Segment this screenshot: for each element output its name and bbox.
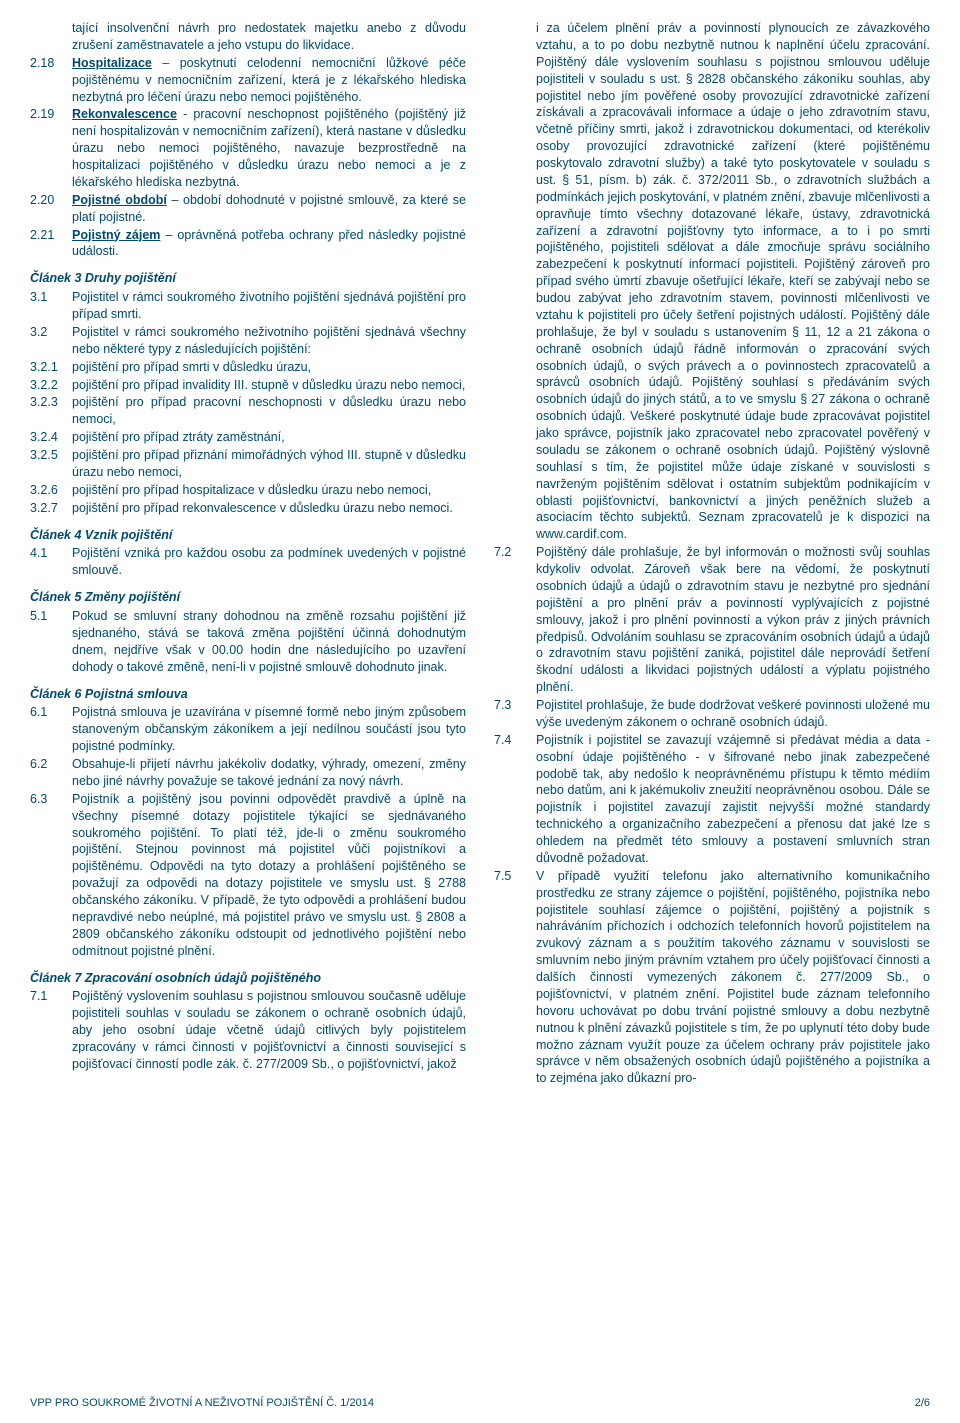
clause-3-2-5: 3.2.5pojištění pro případ přiznání mimoř…: [30, 447, 466, 481]
clause-2-19: 2.19 Rekonvalescence - pracovní neschopn…: [30, 106, 466, 190]
clause-7-5: 7.5V případě využití telefonu jako alter…: [494, 868, 930, 1087]
text: Rekonvalescence - pracovní neschopnost p…: [72, 106, 466, 190]
clause-2-17-cont: tající insolvenční návrh pro nedostatek …: [30, 20, 466, 54]
clause-3-2-7: 3.2.7pojištění pro případ rekonvalescenc…: [30, 500, 466, 517]
clause-2-20: 2.20 Pojistné období – období dohodnuté …: [30, 192, 466, 226]
text: Pojistné období – období dohodnuté v poj…: [72, 192, 466, 226]
text: tající insolvenční návrh pro nedostatek …: [72, 20, 466, 54]
footer-title: VPP PRO SOUKROMÉ ŽIVOTNÍ A NEŽIVOTNÍ POJ…: [30, 1396, 374, 1411]
number: 2.21: [30, 227, 72, 261]
clause-7-1-cont: i za účelem plnění práv a povinností ply…: [494, 20, 930, 543]
clause-2-21: 2.21 Pojistný zájem – oprávněná potřeba …: [30, 227, 466, 261]
text: Pojistný zájem – oprávněná potřeba ochra…: [72, 227, 466, 261]
clause-3-2-3: 3.2.3pojištění pro případ pracovní nesch…: [30, 394, 466, 428]
page-number: 2/6: [915, 1396, 930, 1411]
clause-2-18: 2.18 Hospitalizace – poskytnutí celodenn…: [30, 55, 466, 106]
number: 2.19: [30, 106, 72, 190]
number: 2.18: [30, 55, 72, 106]
clause-3-2-4: 3.2.4pojištění pro případ ztráty zaměstn…: [30, 429, 466, 446]
text: i za účelem plnění práv a povinností ply…: [536, 20, 930, 543]
two-column-layout: tající insolvenční návrh pro nedostatek …: [30, 20, 930, 1088]
clause-4-1: 4.1Pojištění vzniká pro každou osobu za …: [30, 545, 466, 579]
article-4-heading: Článek 4 Vznik pojištění: [30, 527, 466, 544]
clause-3-2-6: 3.2.6pojištění pro případ hospitalizace …: [30, 482, 466, 499]
clause-3-2-2: 3.2.2pojištění pro případ invalidity III…: [30, 377, 466, 394]
left-column: tající insolvenční návrh pro nedostatek …: [30, 20, 466, 1088]
right-column: i za účelem plnění práv a povinností ply…: [494, 20, 930, 1088]
clause-7-4: 7.4Pojistník i pojistitel se zavazují vz…: [494, 732, 930, 867]
clause-7-1: 7.1Pojištěný vyslovením souhlasu s pojis…: [30, 988, 466, 1072]
article-3-heading: Článek 3 Druhy pojištění: [30, 270, 466, 287]
clause-3-2: 3.2Pojistitel v rámci soukromého neživot…: [30, 324, 466, 358]
clause-7-3: 7.3Pojistitel prohlašuje, že bude dodržo…: [494, 697, 930, 731]
clause-3-1: 3.1Pojistitel v rámci soukromého životní…: [30, 289, 466, 323]
number: 2.20: [30, 192, 72, 226]
clause-3-2-1: 3.2.1pojištění pro případ smrti v důsled…: [30, 359, 466, 376]
clause-5-1: 5.1Pokud se smluvní strany dohodnou na z…: [30, 608, 466, 676]
article-7-heading: Článek 7 Zpracování osobních údajů pojiš…: [30, 970, 466, 987]
clause-7-2: 7.2Pojištěný dále prohlašuje, že byl inf…: [494, 544, 930, 696]
clause-6-2: 6.2Obsahuje-li přijetí návrhu jakékoliv …: [30, 756, 466, 790]
article-6-heading: Článek 6 Pojistná smlouva: [30, 686, 466, 703]
text: Hospitalizace – poskytnutí celodenní nem…: [72, 55, 466, 106]
page-footer: VPP PRO SOUKROMÉ ŽIVOTNÍ A NEŽIVOTNÍ POJ…: [30, 1396, 930, 1411]
article-5-heading: Článek 5 Změny pojištění: [30, 589, 466, 606]
clause-6-1: 6.1Pojistná smlouva je uzavírána v písem…: [30, 704, 466, 755]
clause-6-3: 6.3Pojistník a pojištěný jsou povinni od…: [30, 791, 466, 960]
